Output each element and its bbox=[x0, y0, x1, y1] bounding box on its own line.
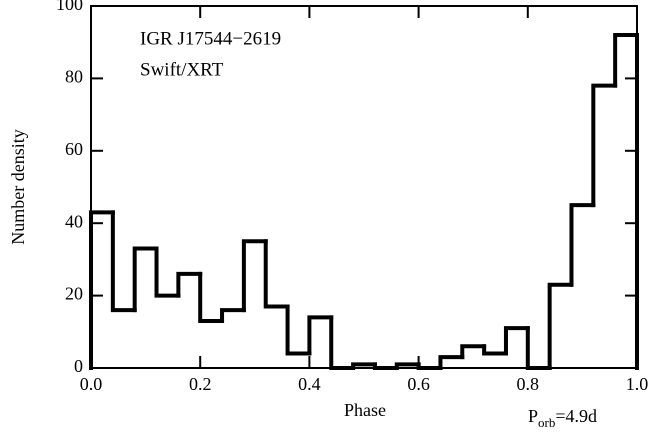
histogram-bin bbox=[241, 239, 268, 313]
period-label: Porb=4.9d bbox=[528, 406, 597, 430]
histogram-bin bbox=[307, 315, 334, 356]
period-base: P bbox=[528, 406, 538, 426]
y-tick-label: 20 bbox=[65, 284, 83, 304]
histogram-bin bbox=[110, 210, 137, 313]
histogram-bin bbox=[176, 271, 203, 298]
x-tick-label: 0.4 bbox=[298, 374, 321, 394]
x-axis-label: Phase bbox=[344, 400, 386, 420]
histogram-bin bbox=[198, 271, 225, 323]
y-tick-label: 80 bbox=[65, 67, 83, 87]
annotation: IGR J17544−2619 bbox=[140, 28, 281, 49]
histogram-bin bbox=[285, 304, 312, 356]
histogram-bin bbox=[503, 326, 530, 356]
histogram-bin bbox=[569, 203, 596, 287]
histogram-bin bbox=[329, 315, 356, 370]
x-tick-label: 0.0 bbox=[80, 374, 103, 394]
y-tick-label: 0 bbox=[74, 356, 83, 376]
period-suffix: =4.9d bbox=[555, 406, 597, 426]
histogram-bin bbox=[525, 326, 552, 370]
histogram-bin bbox=[154, 246, 181, 298]
histogram-bin bbox=[372, 362, 399, 370]
y-tick-label: 40 bbox=[65, 211, 83, 231]
histogram-bin bbox=[547, 282, 574, 370]
histogram-bin bbox=[351, 362, 377, 370]
x-tick-label: 0.2 bbox=[189, 374, 212, 394]
x-tick-label: 0.8 bbox=[517, 374, 540, 394]
histogram-bin bbox=[220, 308, 246, 323]
histogram-bin bbox=[394, 362, 421, 370]
histogram-bin bbox=[460, 344, 487, 360]
histogram-bin bbox=[416, 362, 443, 370]
y-tick-label: 100 bbox=[56, 0, 83, 14]
y-tick-label: 60 bbox=[65, 139, 83, 159]
histogram-bin bbox=[591, 83, 618, 208]
y-axis-label: Number density bbox=[8, 129, 28, 244]
histogram-bin bbox=[263, 239, 290, 309]
histogram-bin bbox=[613, 32, 639, 370]
x-tick-label: 0.6 bbox=[407, 374, 430, 394]
x-tick-label: 1.0 bbox=[626, 374, 649, 394]
annotation: Swift/XRT bbox=[140, 59, 224, 80]
histogram-bin bbox=[89, 210, 115, 370]
period-subscript: orb bbox=[538, 415, 555, 430]
histogram-bin bbox=[438, 355, 465, 370]
histogram-bin bbox=[132, 246, 159, 313]
histogram-bin bbox=[482, 344, 508, 356]
